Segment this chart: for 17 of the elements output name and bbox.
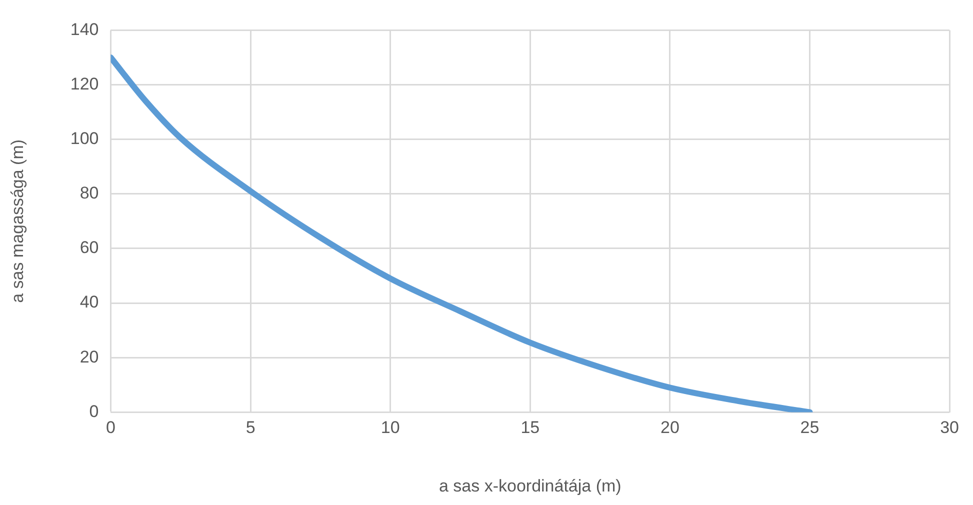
y-tick-label: 40 xyxy=(80,292,99,312)
y-tick-label: 80 xyxy=(80,184,99,203)
x-tick-label: 15 xyxy=(520,418,540,438)
x-tick-label: 10 xyxy=(380,418,400,438)
x-axis-title: a sas x-koordinátája (m) xyxy=(438,476,622,496)
x-tick-label: 30 xyxy=(940,418,960,438)
y-tick-label: 0 xyxy=(89,402,99,421)
y-tick-label: 60 xyxy=(80,238,99,258)
x-tick-label: 25 xyxy=(800,418,820,438)
x-tick-label: 5 xyxy=(246,418,256,438)
y-tick-label: 100 xyxy=(70,129,99,148)
y-tick-label: 140 xyxy=(70,20,99,39)
y-axis-title: a sas magassága (m) xyxy=(8,139,27,303)
y-tick-label: 120 xyxy=(70,74,99,94)
y-tick-label: 20 xyxy=(80,347,99,366)
x-tick-label: 20 xyxy=(660,418,680,438)
x-tick-label: 0 xyxy=(106,418,116,438)
